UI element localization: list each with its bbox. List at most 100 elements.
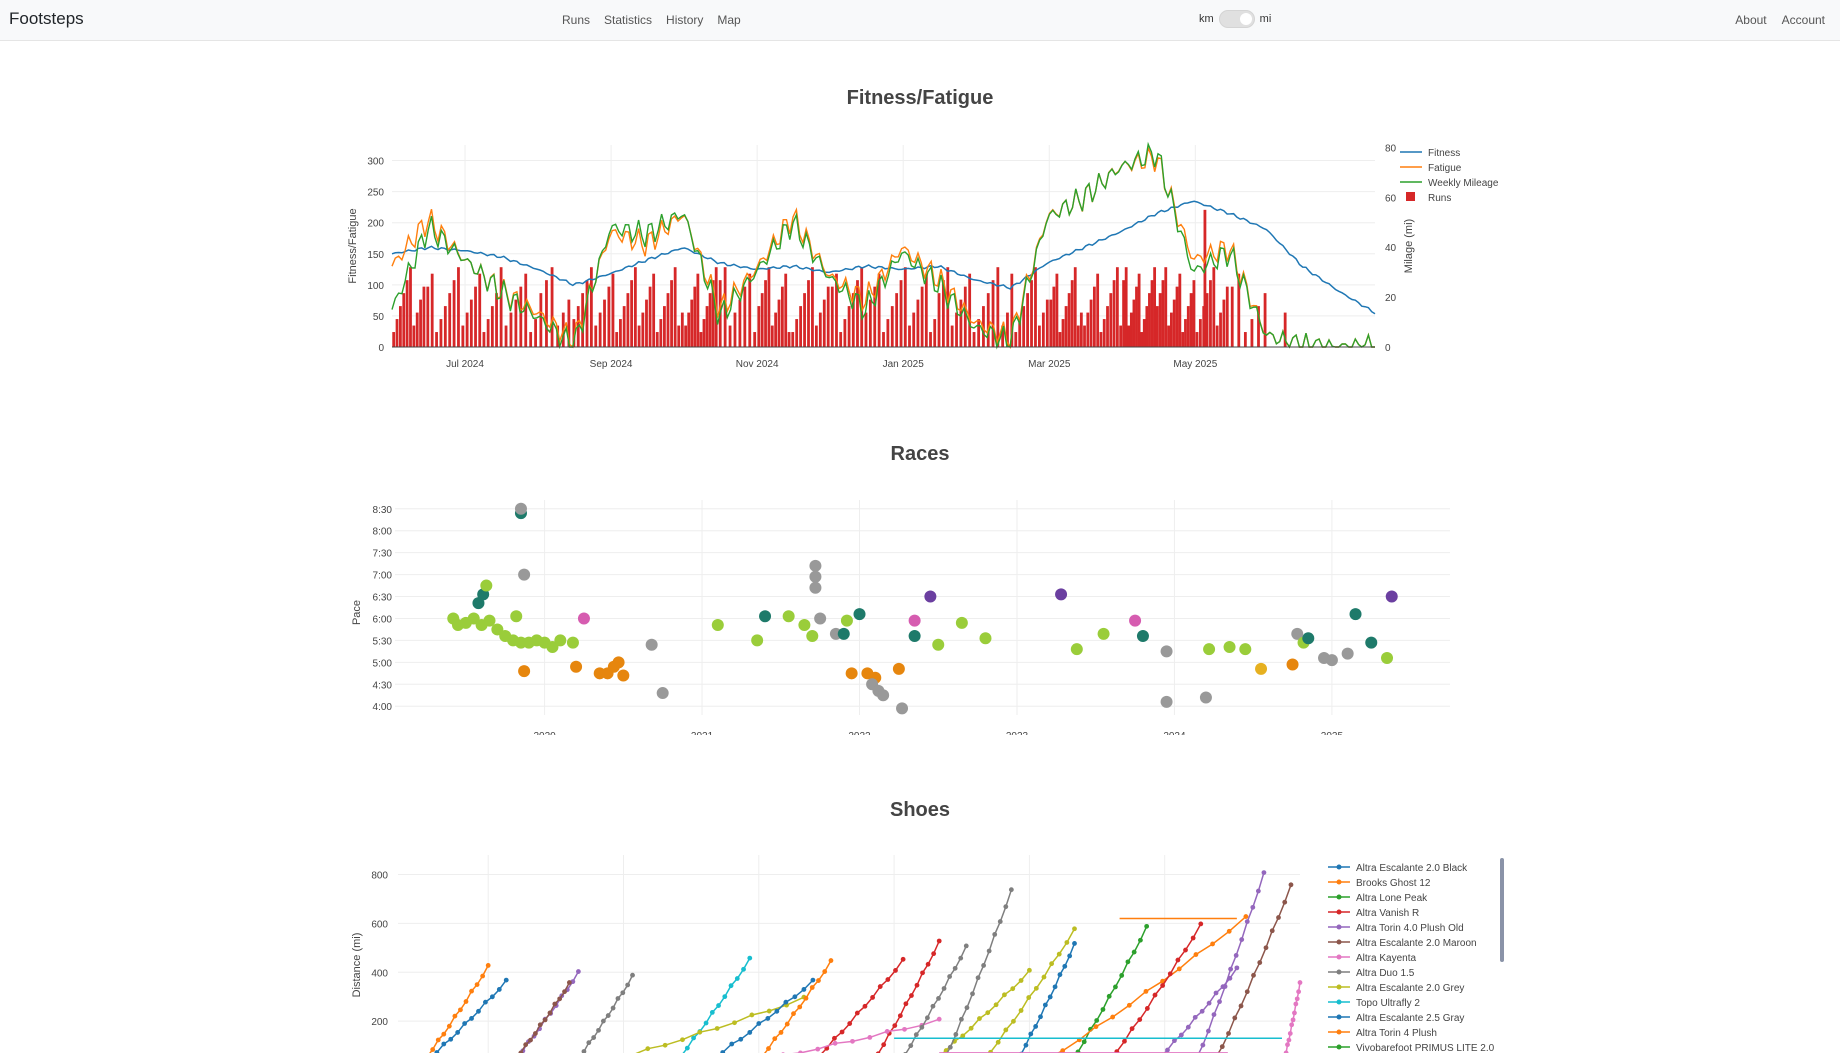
run-bar bbox=[708, 293, 712, 347]
race-point bbox=[979, 632, 992, 645]
run-bar bbox=[1099, 332, 1103, 347]
shoe-point bbox=[919, 1024, 925, 1030]
legend-entry: Altra Kayenta bbox=[1356, 953, 1416, 964]
nav-about[interactable]: About bbox=[1735, 13, 1767, 27]
y-tick-label: 50 bbox=[373, 312, 385, 323]
race-point bbox=[1070, 643, 1083, 656]
shoe-point bbox=[463, 999, 469, 1004]
nav-statistics[interactable]: Statistics bbox=[604, 13, 653, 27]
fitness-line bbox=[391, 200, 1376, 315]
shoe-point bbox=[435, 1037, 441, 1043]
legend-entry: Weekly Mileage bbox=[1428, 178, 1499, 189]
nav-account[interactable]: Account bbox=[1781, 13, 1825, 27]
race-point bbox=[892, 662, 905, 675]
shoe-point bbox=[1233, 953, 1239, 958]
run-bar bbox=[641, 312, 645, 347]
shoe-point bbox=[1027, 967, 1032, 973]
shoe-point bbox=[441, 1031, 447, 1037]
x-tick-label: Sep 2024 bbox=[590, 359, 633, 370]
y-tick-label: 800 bbox=[371, 871, 388, 882]
race-point bbox=[1302, 632, 1315, 645]
shoe-point bbox=[1276, 915, 1281, 920]
run-bar bbox=[843, 319, 847, 347]
x-tick-label: 2021 bbox=[691, 731, 714, 735]
y-tick-label: 6:00 bbox=[373, 614, 393, 625]
y-tick-label: 300 bbox=[367, 157, 384, 168]
run-bar bbox=[753, 332, 757, 347]
run-bar bbox=[774, 312, 778, 347]
run-bar bbox=[539, 293, 543, 347]
run-bar bbox=[415, 312, 419, 347]
shoe-point bbox=[562, 989, 567, 995]
race-point bbox=[806, 630, 819, 643]
run-bar bbox=[924, 273, 928, 347]
shoe-point bbox=[1257, 960, 1263, 965]
run-bar bbox=[1106, 306, 1109, 347]
shoe-point bbox=[714, 1026, 720, 1031]
y-tick-label: 8:30 bbox=[373, 505, 393, 516]
brand-logo[interactable]: Footsteps bbox=[9, 9, 84, 28]
shoe-point bbox=[1038, 1014, 1043, 1020]
race-point bbox=[814, 612, 827, 625]
run-bar bbox=[982, 306, 985, 347]
shoe-point bbox=[1152, 992, 1158, 998]
shoe-point bbox=[913, 1032, 919, 1038]
shoe-point bbox=[766, 1008, 772, 1014]
run-bar bbox=[1186, 306, 1190, 347]
shoe-point bbox=[892, 1023, 898, 1028]
run-bar bbox=[777, 299, 781, 347]
shoe-point bbox=[832, 1035, 837, 1041]
shoe-point bbox=[747, 955, 753, 961]
legend-swatch-marker bbox=[1336, 879, 1342, 885]
race-point bbox=[896, 702, 909, 715]
toggle-knob bbox=[1239, 13, 1252, 25]
run-bar bbox=[764, 280, 767, 347]
shoe-point bbox=[1072, 941, 1077, 946]
race-point bbox=[840, 614, 853, 627]
shoe-point bbox=[458, 1007, 463, 1013]
shoe-point bbox=[1138, 937, 1143, 943]
shoe-point bbox=[537, 1022, 543, 1028]
run-bar bbox=[916, 299, 920, 347]
shoe-point bbox=[870, 995, 875, 1000]
navbar: Footsteps Runs Statistics History Map km… bbox=[0, 0, 1840, 41]
run-bar bbox=[684, 325, 688, 347]
run-bar bbox=[611, 273, 615, 347]
run-bar bbox=[594, 325, 598, 347]
shoe-point bbox=[1018, 978, 1024, 983]
shoe-line bbox=[946, 889, 1013, 1053]
shoe-point bbox=[1211, 1012, 1217, 1017]
shoe-point bbox=[1217, 999, 1222, 1005]
nav-history[interactable]: History bbox=[666, 13, 704, 27]
shoe-point bbox=[630, 972, 635, 978]
race-point bbox=[1160, 645, 1173, 658]
run-bar bbox=[1184, 319, 1187, 347]
shoe-point bbox=[528, 1037, 533, 1043]
legend-scrollbar[interactable] bbox=[1500, 858, 1504, 962]
shoe-point bbox=[784, 1021, 790, 1027]
legend-entry: Altra Duo 1.5 bbox=[1356, 968, 1415, 979]
shoe-point bbox=[815, 1046, 821, 1052]
race-point bbox=[1199, 691, 1212, 704]
race-point bbox=[1255, 662, 1268, 675]
shoe-line bbox=[1076, 925, 1148, 1053]
y-tick-label: 5:30 bbox=[373, 636, 393, 647]
run-bar bbox=[1161, 280, 1165, 347]
race-point bbox=[518, 568, 531, 581]
nav-runs[interactable]: Runs bbox=[562, 13, 591, 27]
shoe-point bbox=[434, 1050, 440, 1053]
nav-map[interactable]: Map bbox=[717, 13, 741, 27]
unit-toggle-switch[interactable] bbox=[1218, 10, 1255, 28]
run-bar bbox=[495, 293, 498, 347]
run-bar bbox=[1061, 319, 1065, 347]
shoe-point bbox=[1185, 1024, 1191, 1030]
shoe-point bbox=[947, 974, 953, 979]
run-bar bbox=[439, 319, 443, 347]
run-bar bbox=[452, 280, 456, 347]
run-bar bbox=[1250, 319, 1254, 347]
run-bar bbox=[1175, 286, 1179, 347]
race-point bbox=[751, 634, 764, 647]
run-bar bbox=[1189, 293, 1193, 347]
shoe-point bbox=[1126, 1002, 1132, 1008]
legend-entry: Altra Escalante 2.0 Black bbox=[1356, 863, 1468, 874]
